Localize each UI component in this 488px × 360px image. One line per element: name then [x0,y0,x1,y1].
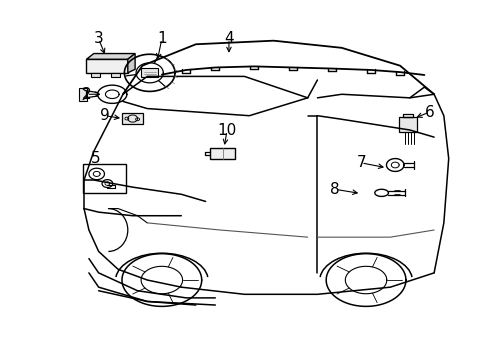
Bar [86,59,127,73]
Bar [122,113,143,124]
Bar [111,73,119,77]
Polygon shape [127,54,135,73]
Bar [83,164,125,193]
Polygon shape [86,54,135,59]
Text: 9: 9 [100,108,110,123]
Text: 2: 2 [81,87,91,102]
Bar [209,148,235,158]
Bar [91,73,100,77]
Bar [79,88,87,101]
Text: 10: 10 [217,123,236,138]
Text: 8: 8 [329,182,339,197]
Text: 1: 1 [157,31,166,46]
Bar [141,68,158,77]
Text: 5: 5 [90,151,100,166]
Bar [398,117,416,132]
Text: 6: 6 [424,105,433,120]
Text: 4: 4 [224,31,233,46]
Text: 7: 7 [356,156,365,170]
Text: 3: 3 [94,31,103,46]
